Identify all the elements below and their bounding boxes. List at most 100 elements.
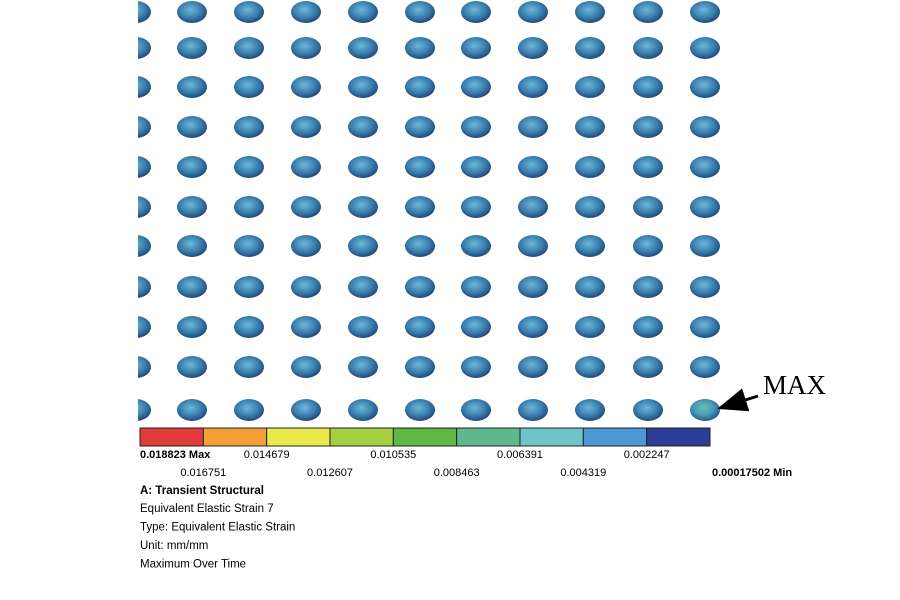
legend-label: 0.016751 <box>180 467 226 479</box>
node-dot <box>138 196 151 218</box>
legend-swatch <box>392 427 458 447</box>
node-dot <box>177 116 207 138</box>
node-dot <box>461 316 491 338</box>
node-dot <box>575 116 605 138</box>
node-dot <box>234 37 264 59</box>
node-dot <box>234 356 264 378</box>
node-dot <box>633 156 663 178</box>
legend-swatch <box>582 427 648 447</box>
node-dot <box>405 316 435 338</box>
node-dot <box>633 37 663 59</box>
node-dot <box>518 1 548 23</box>
node-dot <box>690 76 720 98</box>
legend: 0.018823 Max 0.016751 0.014679 0.012607 0.01… <box>139 427 792 479</box>
node-dot <box>405 356 435 378</box>
node-dot <box>461 399 491 421</box>
legend-label: 0.018823 Max <box>140 449 211 461</box>
node-dot <box>461 76 491 98</box>
node-dot <box>690 399 720 421</box>
node-dot <box>405 37 435 59</box>
legend-swatch <box>456 427 521 447</box>
node-dot <box>690 276 720 298</box>
node-dot <box>291 276 321 298</box>
node-dot <box>348 1 378 23</box>
node-dot <box>690 196 720 218</box>
legend-swatch <box>519 427 584 447</box>
node-dot <box>291 356 321 378</box>
node-dot <box>575 76 605 98</box>
info-line: Equivalent Elastic Strain 7 <box>140 503 274 515</box>
node-dot <box>348 37 378 59</box>
legend-label: 0.002247 <box>624 449 670 461</box>
node-dot <box>518 356 548 378</box>
node-dot <box>633 316 663 338</box>
node-dot <box>138 37 151 59</box>
node-dot <box>518 156 548 178</box>
node-dot <box>177 316 207 338</box>
node-dot <box>177 399 207 421</box>
node-dot <box>348 399 378 421</box>
node-dot <box>461 37 491 59</box>
node-dot <box>177 276 207 298</box>
node-dot <box>690 116 720 138</box>
node-dot <box>138 235 151 257</box>
node-dot <box>690 235 720 257</box>
node-dot <box>405 76 435 98</box>
legend-label: 0.008463 <box>434 467 480 479</box>
node-dot <box>291 1 321 23</box>
node-dot <box>177 196 207 218</box>
node-dot <box>348 76 378 98</box>
legend-label: 0.014679 <box>244 449 290 461</box>
node-dot <box>518 235 548 257</box>
node-dot <box>234 116 264 138</box>
node-dot <box>348 316 378 338</box>
node-dot <box>291 235 321 257</box>
node-dot <box>575 235 605 257</box>
node-dot <box>138 276 151 298</box>
node-dot <box>138 156 151 178</box>
node-dot <box>575 156 605 178</box>
node-dot <box>405 116 435 138</box>
node-dot <box>405 276 435 298</box>
node-dot <box>138 399 151 421</box>
legend-label: 0.00017502 Min <box>712 467 792 479</box>
node-dot <box>461 235 491 257</box>
node-dot <box>575 276 605 298</box>
legend-swatch <box>139 427 204 447</box>
node-dot <box>291 399 321 421</box>
node-dot <box>234 276 264 298</box>
node-dot <box>405 1 435 23</box>
legend-label: 0.004319 <box>560 467 606 479</box>
node-dot <box>405 399 435 421</box>
node-dot <box>348 116 378 138</box>
node-dot <box>138 116 151 138</box>
node-dot <box>405 156 435 178</box>
node-dot <box>291 116 321 138</box>
node-dot <box>234 316 264 338</box>
node-dot <box>138 356 151 378</box>
legend-label: 0.012607 <box>307 467 353 479</box>
info-line: Maximum Over Time <box>140 559 246 571</box>
node-dot <box>177 356 207 378</box>
node-dot <box>518 316 548 338</box>
node-dot <box>234 235 264 257</box>
node-dot <box>633 116 663 138</box>
node-dot <box>461 1 491 23</box>
node-dot <box>633 76 663 98</box>
node-dot <box>575 399 605 421</box>
node-dot <box>690 316 720 338</box>
node-dot <box>234 196 264 218</box>
node-dot <box>690 156 720 178</box>
node-dot <box>291 196 321 218</box>
legend-label: 0.006391 <box>497 449 543 461</box>
node-dot <box>138 316 151 338</box>
node-dot <box>291 76 321 98</box>
info-line: Type: Equivalent Elastic Strain <box>140 522 295 534</box>
node-dot <box>291 316 321 338</box>
node-dot <box>518 76 548 98</box>
node-dot <box>633 1 663 23</box>
node-dot <box>518 196 548 218</box>
info-line: Unit: mm/mm <box>140 540 208 552</box>
node-dot <box>177 1 207 23</box>
